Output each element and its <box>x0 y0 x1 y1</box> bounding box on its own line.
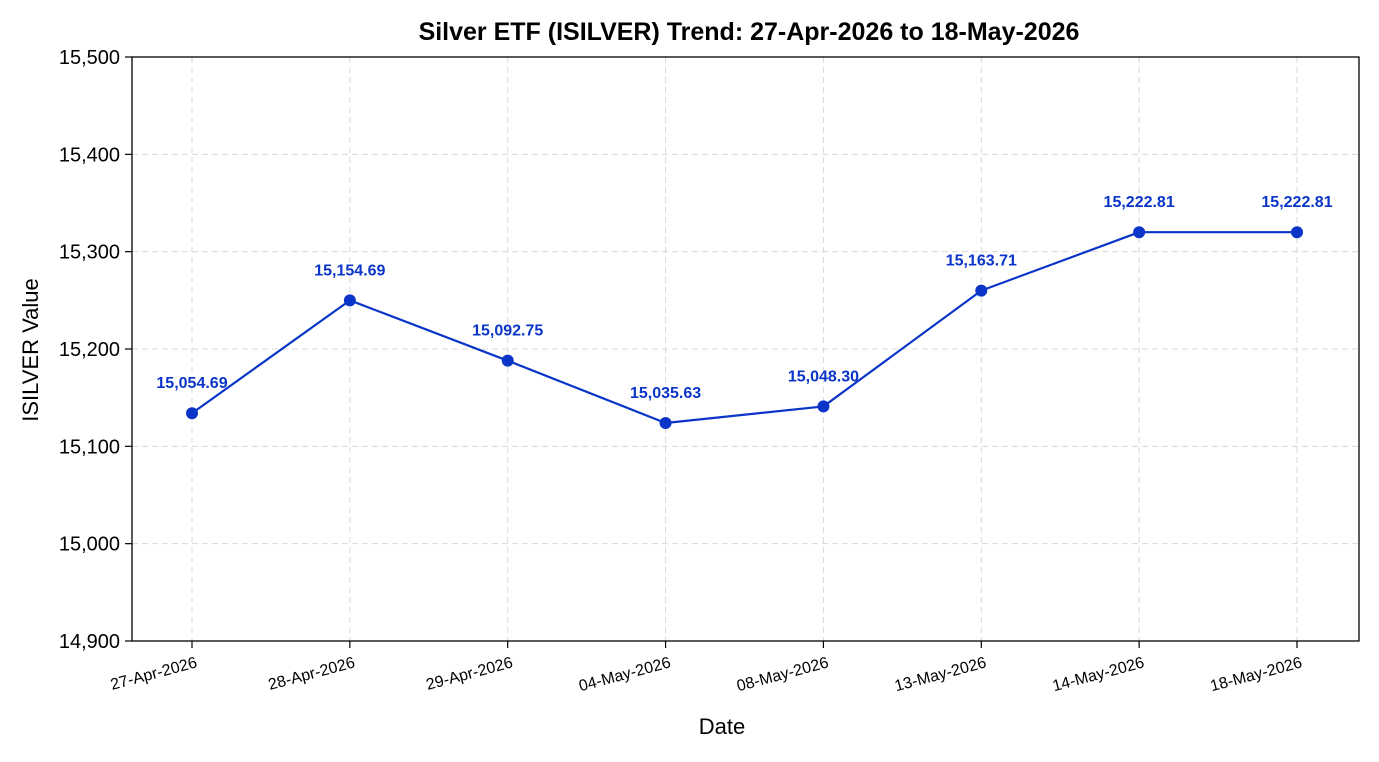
x-tick-label: 04-May-2026 <box>577 654 673 695</box>
plot-frame <box>131 56 1360 642</box>
data-point <box>501 354 514 367</box>
data-point <box>1291 226 1303 239</box>
data-point <box>343 294 356 307</box>
data-label: 15,048.30 <box>788 368 859 385</box>
y-tick-label: 15,000 <box>59 534 120 556</box>
x-axis-label: Date <box>699 714 745 739</box>
data-label: 15,154.69 <box>314 262 385 279</box>
y-tick-label: 15,100 <box>59 436 120 458</box>
x-tick-label: 08-May-2026 <box>735 654 831 695</box>
data-label: 15,163.71 <box>946 253 1017 270</box>
data-labels: 15,054.69 15,154.69 15,092.75 15,035.63 15,0… <box>156 194 1332 402</box>
data-point <box>975 284 988 297</box>
data-label: 15,092.75 <box>472 323 543 340</box>
x-tick-label: 28-Apr-2026 <box>267 654 357 693</box>
data-point <box>817 400 830 413</box>
x-tick-label: 18-May-2026 <box>1209 654 1305 695</box>
series-layer <box>186 226 1303 429</box>
chart-title: Silver ETF (ISILVER) Trend: 27-Apr-2026 … <box>419 18 1080 46</box>
data-label: 15,054.69 <box>156 375 227 392</box>
y-tick-label: 15,500 <box>59 47 120 69</box>
data-point <box>659 416 672 429</box>
x-tick-label: 27-Apr-2026 <box>109 654 199 693</box>
data-label: 15,035.63 <box>630 385 701 402</box>
grid-lines <box>132 56 1359 642</box>
y-tick-label: 15,400 <box>59 144 120 166</box>
x-tick-label: 13-May-2026 <box>893 654 989 695</box>
series-line <box>191 231 1297 425</box>
x-tick-label: 29-Apr-2026 <box>424 654 514 693</box>
data-point <box>1133 226 1146 239</box>
data-label: 15,222.81 <box>1261 194 1332 211</box>
y-tick-label: 14,900 <box>59 631 120 653</box>
axes: 14,900 15,000 15,100 15,200 15,300 15,400 15,5… <box>59 47 1360 695</box>
y-tick-label: 15,300 <box>59 242 120 264</box>
x-tick-label: 14-May-2026 <box>1051 654 1147 695</box>
data-label: 15,222.81 <box>1104 194 1175 211</box>
y-axis-label: ISILVER Value <box>18 278 43 421</box>
data-point <box>186 407 198 420</box>
y-tick-label: 15,200 <box>59 339 120 361</box>
